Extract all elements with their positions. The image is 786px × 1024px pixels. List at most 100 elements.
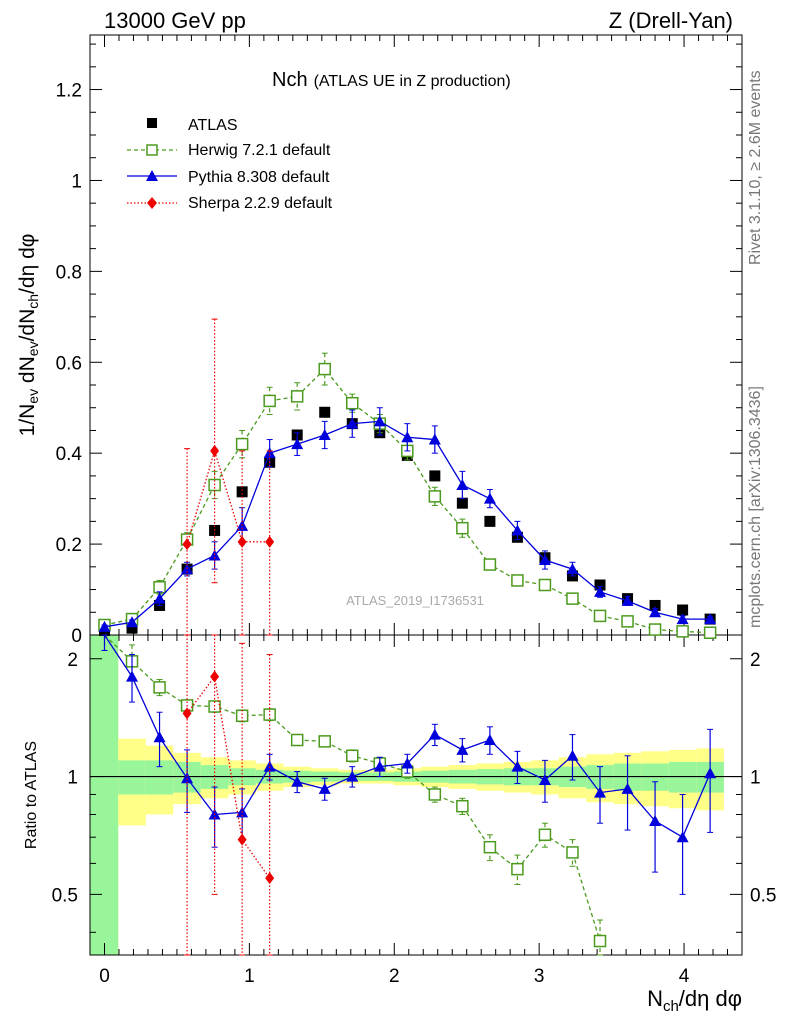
main-atlas-point [677, 604, 689, 616]
main-sherpa-point [265, 535, 275, 548]
main-herwig-point [593, 609, 607, 623]
main-pythia-point [649, 606, 662, 618]
header-left: 13000 GeV pp [104, 8, 246, 33]
main-atlas-point [319, 406, 331, 418]
ratio-herwig-point [318, 735, 331, 748]
ratio-pythia-point [263, 760, 276, 772]
rivet-label: Rivet 3.1.10, ≥ 2.6M events [747, 70, 764, 265]
y-tick-label: 0 [71, 626, 82, 647]
main-pythia-point [511, 524, 524, 536]
main-atlas-point [236, 486, 248, 498]
ratio-pythia-point [621, 782, 634, 794]
y-tick-label: 1.2 [56, 81, 82, 102]
band-green [118, 760, 146, 795]
ratio-pythia-point [126, 670, 139, 682]
ratio-herwig-point [593, 934, 607, 948]
main-herwig-point [290, 390, 304, 403]
ratio-pythia-point [511, 760, 524, 772]
main-atlas-point [456, 497, 468, 509]
main-herwig-point [676, 625, 689, 638]
main-series [98, 318, 717, 639]
legend-label-pythia: Pythia 8.308 default [188, 169, 330, 186]
ratio-herwig-point [428, 788, 442, 801]
ratio-y-tick-label: 2 [67, 650, 78, 671]
ratio-herwig-point [345, 749, 359, 763]
main-herwig-point [153, 581, 166, 594]
ratio-axes: 0 1 2 3 4 0.5 0.5 1 1 2 2 [52, 634, 776, 987]
ratio-pythia-point [704, 767, 717, 779]
main-herwig-point [456, 521, 469, 535]
main-pythia-point [566, 563, 579, 575]
main-pythia-point [483, 492, 496, 504]
main-pythia-point [263, 447, 276, 459]
ratio-sherpa-point [210, 670, 220, 683]
main-pythia-point [126, 616, 139, 628]
y-tick-label: 0.2 [56, 535, 82, 556]
ratio-sherpa-point [237, 833, 247, 846]
ratio-sherpa-line [186, 675, 271, 879]
main-pythia-point [704, 613, 717, 625]
x-tick-label: 2 [389, 966, 400, 987]
ratio-pythia-point [428, 728, 441, 740]
x-tick-label: 4 [679, 966, 690, 987]
main-pythia-point [456, 479, 469, 490]
ratio-y-tick-label-right: 1 [750, 768, 761, 789]
y-tick-label: 0.4 [56, 444, 83, 465]
ratio-herwig-point [511, 862, 524, 876]
y-axis-title-ratio: Ratio to ATLAS [23, 741, 40, 849]
ratio-herwig-point [290, 733, 304, 747]
ratio-series [101, 634, 717, 956]
main-pythia-point [318, 429, 331, 440]
ratio-herwig-point [566, 846, 579, 859]
ratio-pythia-point [483, 734, 496, 746]
main-title: Nch (ATLAS UE in Z production) [272, 69, 511, 91]
ratio-herwig-point [456, 799, 469, 813]
main-sherpa-point [210, 444, 220, 457]
ratio-herwig-point [235, 709, 249, 723]
ratio-pythia-point [456, 743, 469, 755]
ratio-pythia-point [401, 757, 414, 769]
ratio-sherpa-point [182, 707, 192, 720]
ratio-y-tick-label-right: 0.5 [750, 885, 776, 906]
band-green [668, 761, 697, 793]
main-atlas-point [126, 622, 138, 634]
main-herwig-point [263, 394, 276, 408]
x-tick-label: 3 [534, 966, 545, 987]
main-subtitle: (ATLAS UE in Z production) [314, 73, 511, 90]
main-sherpa-point [182, 538, 192, 551]
main-pythia-point [621, 594, 634, 606]
legend-label-atlas: ATLAS [188, 117, 238, 134]
main-pythia-point [428, 433, 441, 445]
x-axis-title: Nch/dη dφ [647, 986, 742, 1015]
y-tick-label: 0.8 [56, 262, 82, 283]
ratio-herwig-point [483, 840, 497, 854]
main-pythia-point [98, 620, 111, 632]
ratio-pythia-point [594, 786, 607, 798]
ratio-y-tick-label-right: 2 [750, 650, 761, 671]
ratio-pythia-point [538, 773, 551, 785]
main-herwig-point [345, 396, 359, 410]
legend-marker-atlas [147, 118, 157, 128]
legend-label-sherpa: Sherpa 2.2.9 default [188, 195, 333, 212]
ratio-pythia-point [676, 831, 689, 843]
main-herwig-point [483, 558, 497, 571]
main-axes: 0 0.2 0.4 0.6 0.8 1 1.2 [56, 34, 743, 955]
legend-marker-herwig [146, 144, 158, 156]
main-herwig-point [621, 615, 634, 628]
main-herwig-point [318, 362, 331, 376]
main-herwig-point [703, 626, 717, 639]
ratio-pythia-point [153, 731, 166, 743]
main-pythia-point [373, 415, 386, 427]
main-pythia-point [676, 613, 689, 625]
ratio-herwig-point [538, 828, 552, 842]
main-herwig-point [511, 574, 524, 587]
analysis-watermark: ATLAS_2019_I1736531 [346, 593, 484, 608]
main-atlas-point [484, 515, 496, 527]
main-pythia-point [346, 417, 359, 429]
ratio-pythia-point [373, 760, 386, 772]
main-atlas-point [594, 579, 606, 591]
main-atlas-point [649, 599, 661, 611]
y-tick-label: 0.6 [56, 353, 82, 374]
main-pythia-point [401, 431, 414, 443]
